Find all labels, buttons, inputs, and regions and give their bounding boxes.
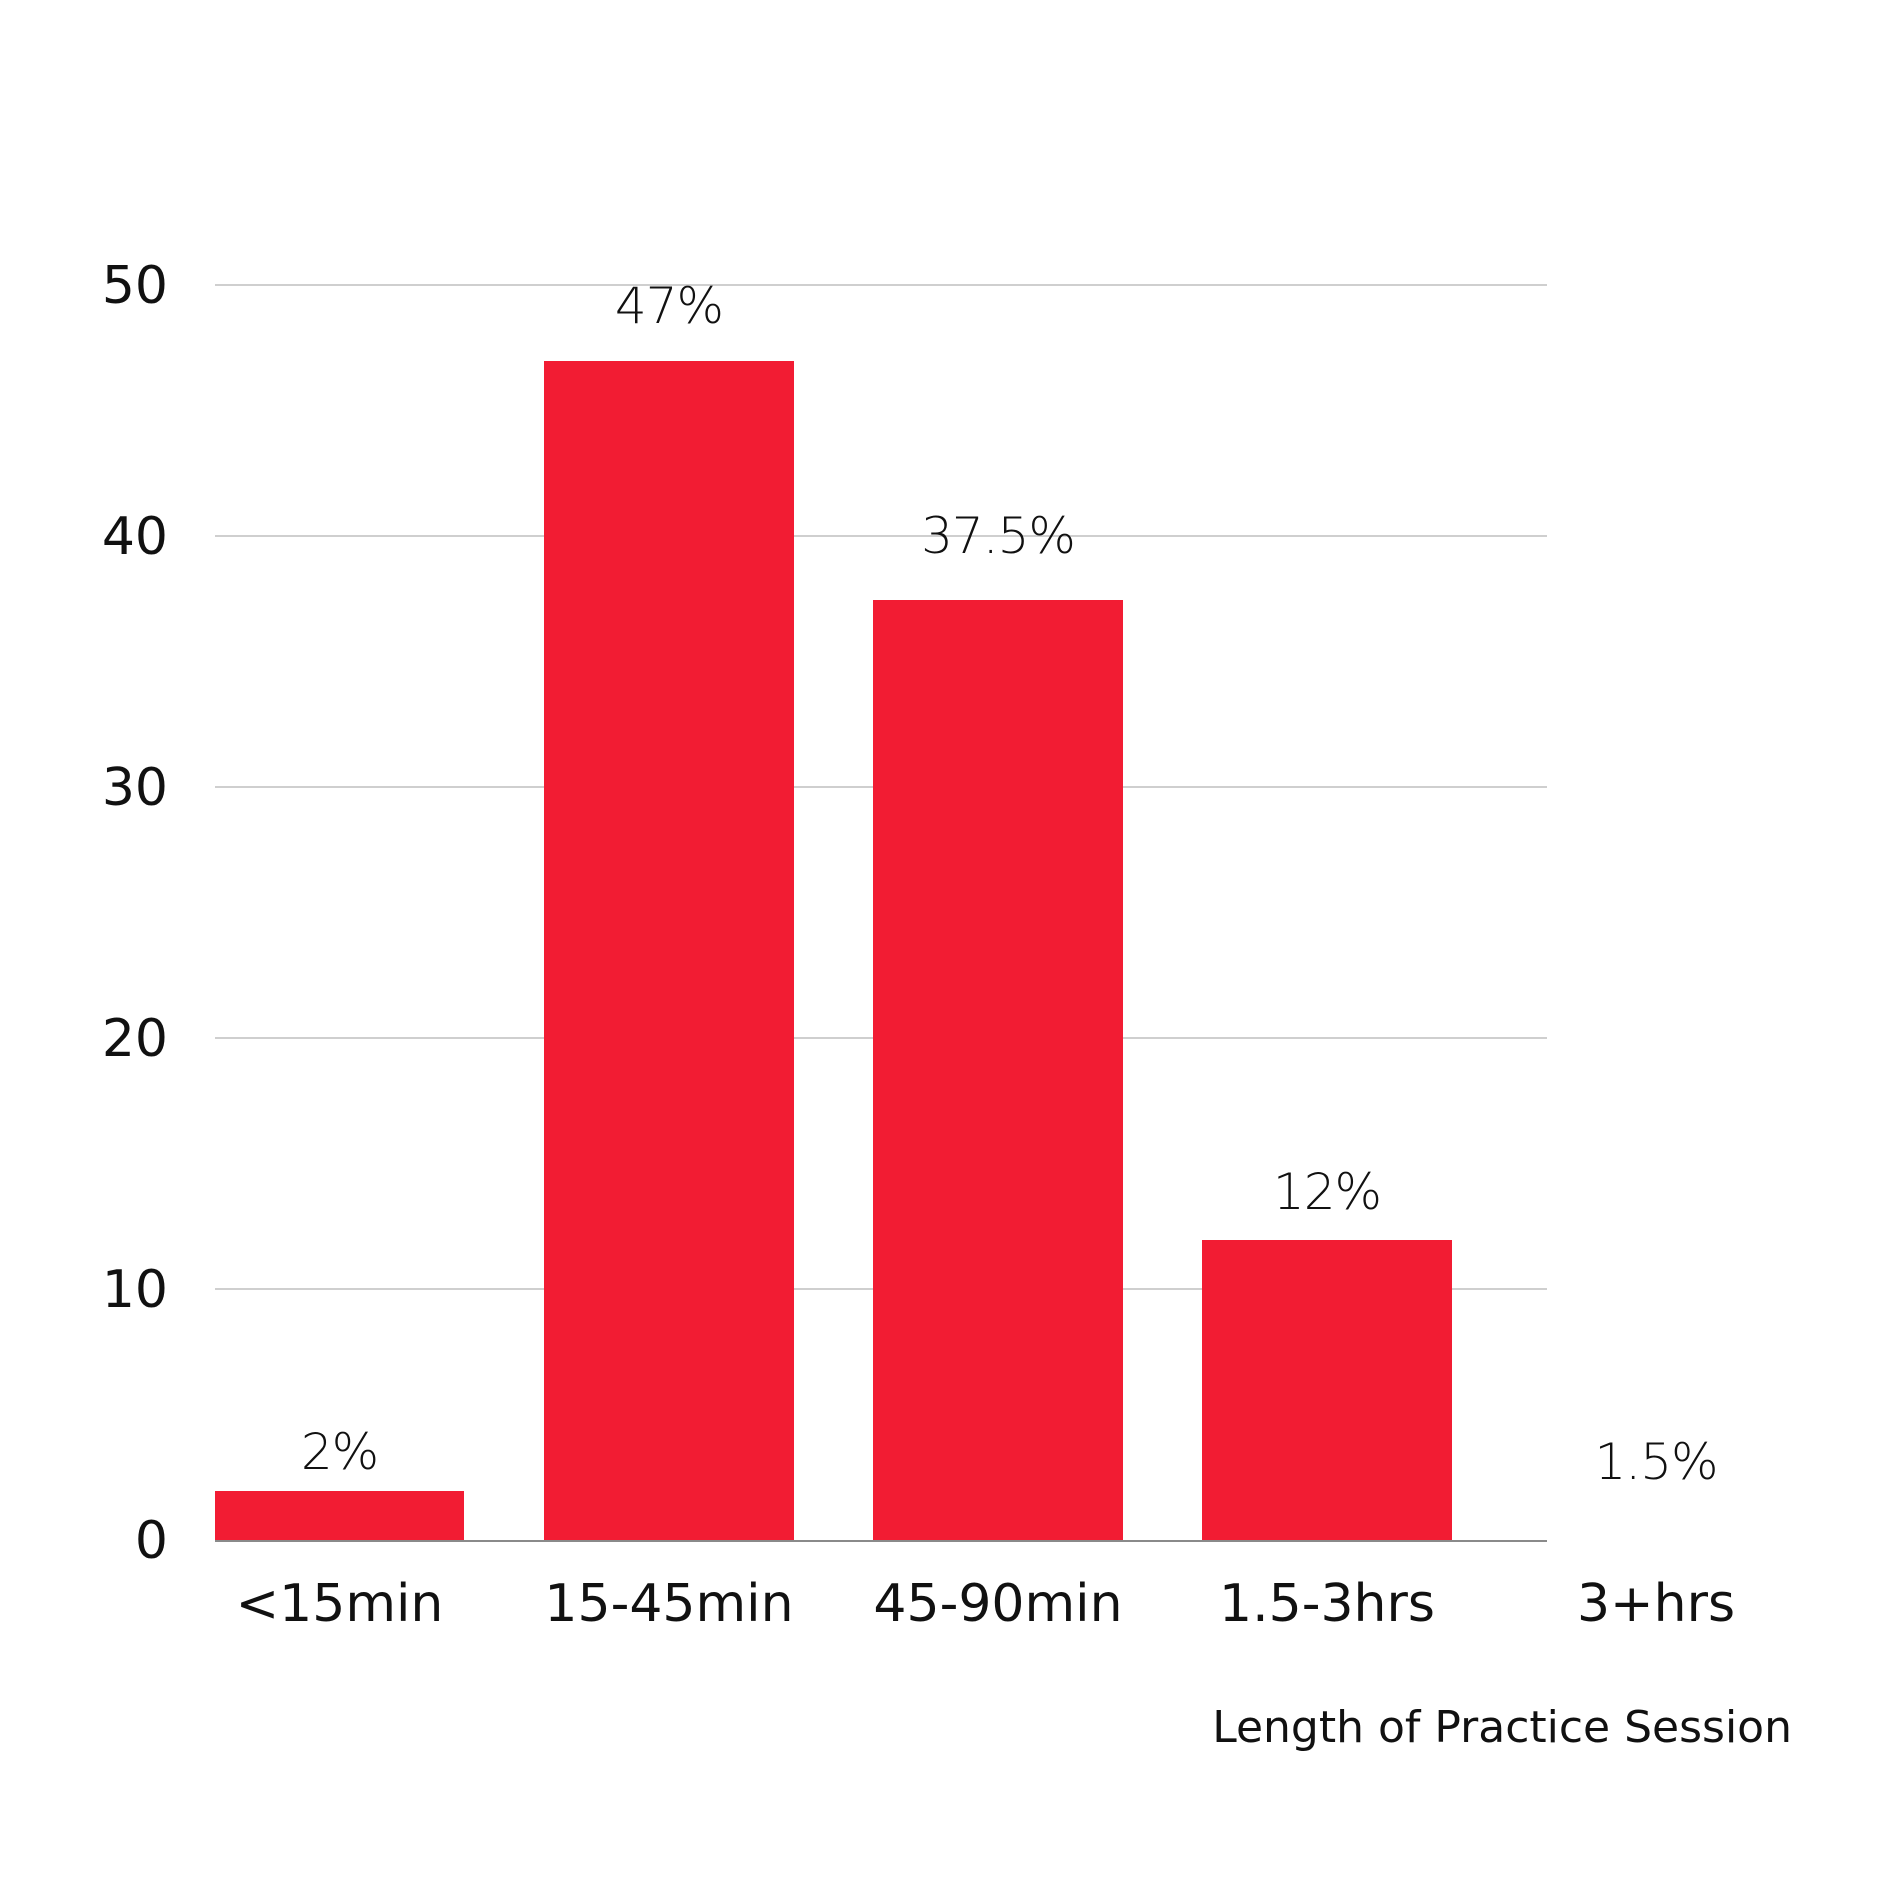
y-tick-label: 30 <box>101 758 168 818</box>
x-category-label: <15min <box>235 1574 444 1634</box>
data-label: 2% <box>300 1423 379 1481</box>
x-category-label: 3+hrs <box>1576 1574 1736 1634</box>
y-tick-label: 50 <box>101 256 168 316</box>
y-tick-label: 40 <box>101 507 168 567</box>
data-label: 12% <box>1272 1163 1382 1221</box>
x-category-label: 1.5-3hrs <box>1219 1574 1435 1634</box>
bar-1-5-3hrs <box>1202 1240 1452 1541</box>
y-tick-label: 0 <box>134 1511 168 1571</box>
data-label: 1.5% <box>1594 1433 1718 1491</box>
bar-lt-15min <box>215 1491 464 1541</box>
bar-45-90min <box>873 600 1123 1541</box>
bar-15-45min <box>544 361 794 1541</box>
x-category-label: 45-90min <box>873 1574 1123 1634</box>
gridline-50 <box>215 284 1547 286</box>
data-label: 47% <box>614 277 724 335</box>
x-category-label: 15-45min <box>544 1574 794 1634</box>
y-tick-label: 10 <box>101 1260 168 1320</box>
x-axis-line <box>215 1540 1547 1542</box>
y-tick-label: 20 <box>101 1009 168 1069</box>
x-axis-title: Length of Practice Session <box>1212 1702 1792 1753</box>
data-label: 37.5% <box>921 507 1076 565</box>
gridline-40 <box>215 535 1547 537</box>
